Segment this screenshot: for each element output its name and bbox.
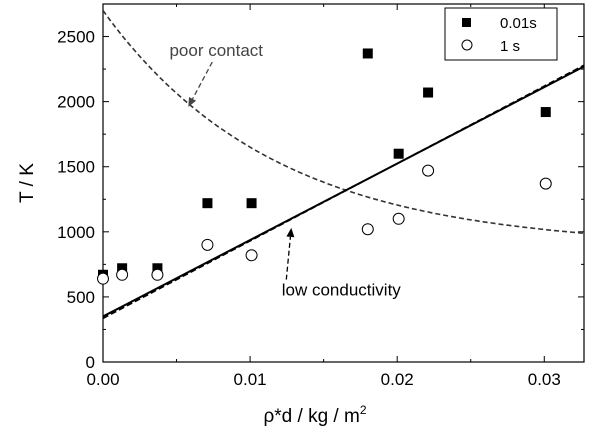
annotations: poor contact low conductivity <box>169 41 401 300</box>
point-0.01s <box>540 107 551 118</box>
point-1s <box>116 268 129 281</box>
y-tick-label: 1500 <box>57 158 95 177</box>
point-1s <box>361 223 374 236</box>
annotation-arrow-head <box>188 97 197 107</box>
point-1s <box>539 177 552 190</box>
annotation-arrow-line <box>285 236 292 280</box>
point-0.01s <box>246 198 257 209</box>
poor-contact-curve <box>102 10 585 234</box>
data-layer <box>97 10 585 320</box>
point-1s <box>151 268 164 281</box>
x-tick-label: 0.02 <box>381 370 414 389</box>
legend-box <box>444 7 558 61</box>
legend: 0.01s 1 s <box>444 7 558 61</box>
y-tick-label: 2500 <box>57 28 95 47</box>
y-tick-label: 2000 <box>57 93 95 112</box>
x-tick-label: 0.01 <box>234 370 267 389</box>
poor-contact-label: poor contact <box>169 41 263 60</box>
x-axis-title-main: ρ*d / kg / m <box>263 406 359 427</box>
low-conductivity-label: low conductivity <box>282 281 402 300</box>
point-1s <box>97 272 109 285</box>
annotation-arrow-head <box>286 227 295 238</box>
point-1s <box>201 238 214 251</box>
point-0.01s <box>152 263 163 274</box>
y-tick-label: 0 <box>86 353 95 372</box>
x-axis-title-sup: 2 <box>360 403 367 417</box>
point-1s <box>422 164 435 177</box>
point-1s <box>245 249 258 262</box>
legend-marker-1s <box>461 39 473 51</box>
point-0.01s <box>393 148 404 159</box>
point-0.01s <box>202 198 213 209</box>
y-tick-label: 500 <box>67 288 95 307</box>
y-axis-title: T / K <box>17 163 38 203</box>
y-axis-ticks: 0 500 1000 1500 2000 2500 <box>57 28 584 372</box>
fit-line-dashed <box>102 64 585 320</box>
y-tick-label: 1000 <box>57 223 95 242</box>
point-0.01s <box>362 48 373 59</box>
x-tick-label: 0.00 <box>86 370 119 389</box>
plot-area <box>102 3 585 363</box>
legend-label-1s: 1 s <box>500 38 520 55</box>
point-1s <box>392 212 405 225</box>
legend-marker-0.01s <box>462 18 471 27</box>
x-axis-title: ρ*d / kg / m2 <box>263 403 366 427</box>
point-0.01s <box>423 87 434 98</box>
x-tick-label: 0.03 <box>528 370 561 389</box>
point-0.01s <box>117 263 128 274</box>
annotation-arrow-line <box>191 61 213 100</box>
x-axis-ticks: 0.00 0.01 0.02 0.03 <box>86 4 561 389</box>
legend-label-0.01s: 0.01s <box>500 15 537 32</box>
